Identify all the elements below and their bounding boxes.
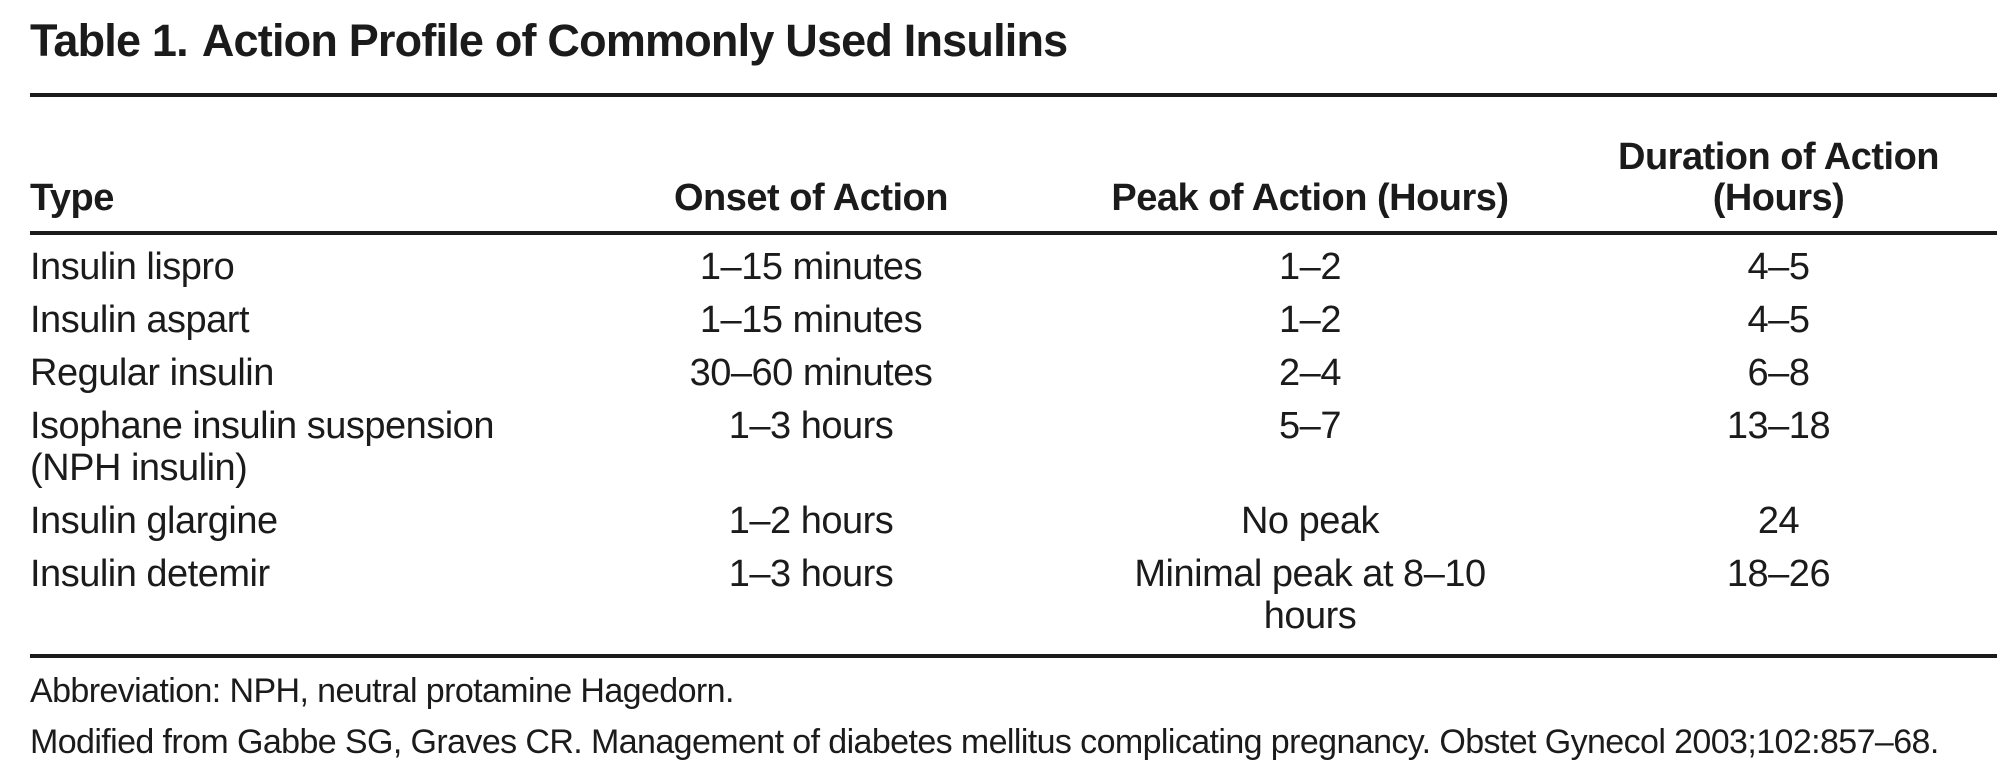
cell-duration: 6–8 (1747, 352, 1810, 394)
cell-type: Insulin aspart (30, 299, 250, 341)
cell-onset: 1–15 minutes (699, 246, 923, 288)
cell-duration: 4–5 (1747, 246, 1810, 288)
cell-type: Insulin glargine (30, 500, 278, 542)
cell-duration: 13–18 (1726, 405, 1831, 447)
cell-duration: 4–5 (1747, 299, 1810, 341)
cell-duration: 18–26 (1726, 553, 1831, 595)
cell-peak: 1–2 (1279, 246, 1341, 288)
cell-onset: 1–2 hours (728, 500, 894, 542)
cell-type: Regular insulin (30, 352, 274, 394)
page-title: Table 1. Action Profile of Commonly Used … (30, 16, 1997, 66)
cell-onset: 1–3 hours (728, 405, 894, 447)
cell-peak: Minimal peak at 8–10 hours (1134, 553, 1486, 637)
table-row: Insulin glargine 1–2 hours No peak 24 (30, 489, 1997, 542)
cell-type: Insulin detemir (30, 553, 270, 595)
table-number-label: Table 1. (30, 15, 189, 66)
cell-peak: 5–7 (1279, 405, 1341, 447)
table-row: Insulin lispro 1–15 minutes 1–2 4–5 (30, 233, 1997, 288)
column-header-peak: Peak of Action (Hours) (1060, 95, 1560, 235)
table-row: Insulin aspart 1–15 minutes 1–2 4–5 (30, 288, 1997, 341)
footnote-source: Modified from Gabbe SG, Graves CR. Manag… (30, 723, 1939, 761)
column-header-type: Type (30, 95, 562, 235)
cell-type: Isophane insulin suspension (NPH insulin… (30, 405, 494, 489)
cell-peak: 1–2 (1279, 299, 1341, 341)
footnote-abbreviation: Abbreviation: NPH, neutral protamine Hag… (30, 672, 734, 710)
cell-onset: 1–15 minutes (699, 299, 923, 341)
table-row: Insulin detemir 1–3 hours Minimal peak a… (30, 542, 1997, 656)
cell-peak: 2–4 (1279, 352, 1341, 394)
insulin-action-table: Type Onset of Action Peak of Action (Hou… (30, 93, 1997, 658)
cell-duration: 24 (1757, 500, 1800, 542)
cell-onset: 1–3 hours (728, 553, 894, 595)
table-header-row: Type Onset of Action Peak of Action (Hou… (30, 95, 1997, 235)
column-header-onset: Onset of Action (562, 95, 1060, 235)
table-row: Regular insulin 30–60 minutes 2–4 6–8 (30, 341, 1997, 394)
table-title-text: Action Profile of Commonly Used Insulins (201, 15, 1068, 66)
cell-peak: No peak (1240, 500, 1380, 542)
column-header-duration: Duration of Action (Hours) (1560, 95, 1997, 235)
cell-onset: 30–60 minutes (689, 352, 933, 394)
cell-type: Insulin lispro (30, 246, 235, 288)
table-row: Isophane insulin suspension (NPH insulin… (30, 394, 1997, 489)
